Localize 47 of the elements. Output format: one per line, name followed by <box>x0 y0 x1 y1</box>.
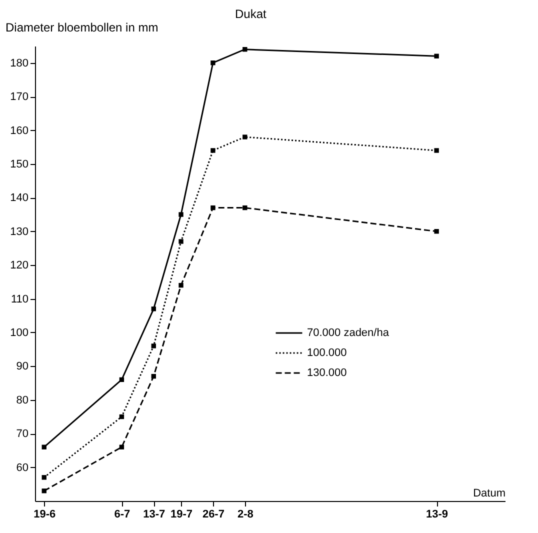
y-tick-label: 130 <box>10 226 28 238</box>
y-tick-label: 140 <box>10 192 28 204</box>
y-tick-label: 80 <box>16 394 28 406</box>
point <box>178 239 184 244</box>
point <box>151 374 156 379</box>
point <box>42 488 46 494</box>
point <box>42 475 46 480</box>
y-tick-label: 160 <box>10 124 28 137</box>
y-axis-title: Diameter bloembollen in mm <box>6 20 158 34</box>
point <box>434 148 439 153</box>
point <box>434 54 439 58</box>
y-tick-label: 150 <box>10 158 28 170</box>
point <box>42 444 46 450</box>
x-tick-label: 19-6 <box>34 508 56 520</box>
legend-label: 130.000 <box>307 367 347 379</box>
y-tick-label: 90 <box>16 360 28 373</box>
point <box>151 344 156 348</box>
point <box>119 444 124 450</box>
x-tick-label: 2-8 <box>237 508 254 520</box>
x-tick-label: 19-7 <box>170 508 193 520</box>
point <box>119 414 124 420</box>
x-tick-label: 26-7 <box>202 508 224 520</box>
chart-title: Dukat <box>235 7 268 21</box>
point <box>242 205 248 210</box>
legend-label: 70.000 zaden/ha <box>307 327 390 339</box>
y-tick-label: 170 <box>10 91 28 104</box>
point <box>242 134 248 140</box>
y-tick-label: 180 <box>10 57 28 70</box>
point <box>151 306 156 312</box>
y-tick-label: 120 <box>10 260 28 272</box>
x-tick-label: 6-7 <box>114 508 130 520</box>
point <box>178 212 184 217</box>
x-tick-label: 13-7 <box>143 508 166 520</box>
point <box>242 47 248 52</box>
point <box>434 229 439 234</box>
x-tick-label: 13-9 <box>426 508 448 520</box>
y-tick-label: 100 <box>10 326 28 339</box>
point <box>178 282 184 288</box>
point <box>210 60 216 66</box>
y-tick-label: 60 <box>16 462 28 474</box>
legend-label: 100.000 <box>307 347 347 359</box>
y-tick-label: 70 <box>16 428 28 440</box>
x-axis-title: Datum <box>473 488 506 500</box>
point <box>210 205 216 210</box>
point <box>210 148 216 153</box>
point <box>119 377 124 382</box>
y-tick-label: 110 <box>10 293 28 306</box>
